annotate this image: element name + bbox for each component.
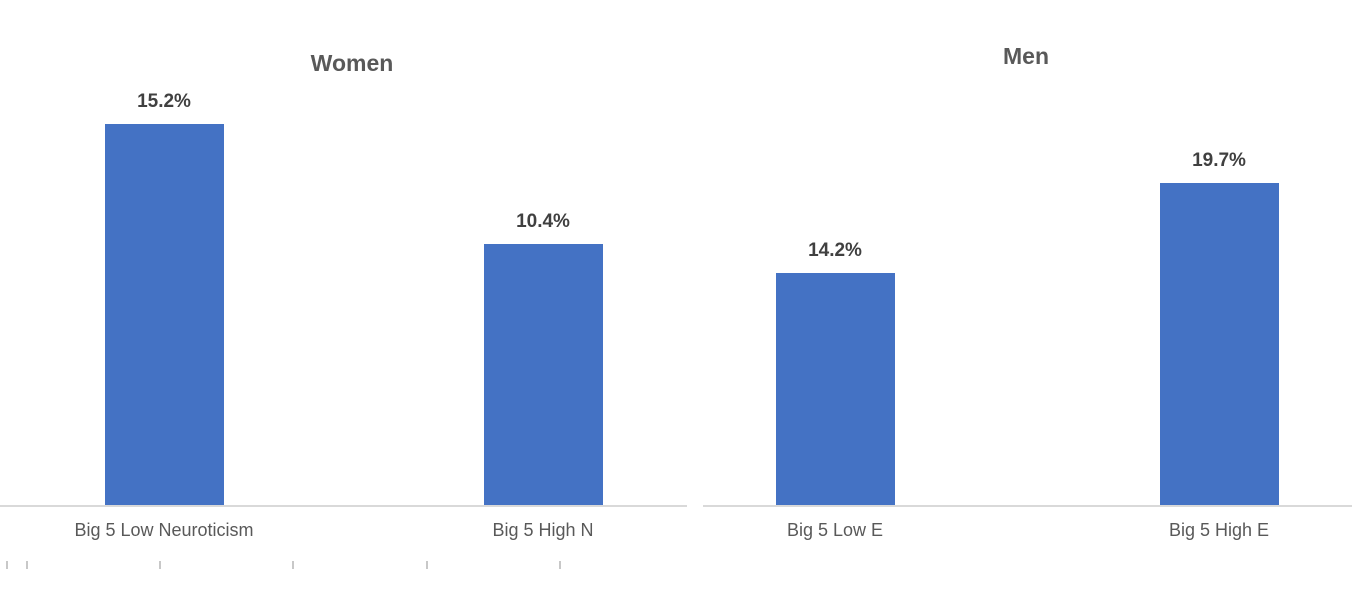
stray-tick-mark	[426, 561, 428, 569]
x-axis-line-women	[0, 505, 687, 507]
stray-tick-mark	[559, 561, 561, 569]
value-label: 15.2%	[137, 91, 191, 112]
x-axis-line-men	[703, 505, 1352, 507]
chart-title-men: Men	[1003, 43, 1049, 69]
bar	[775, 273, 895, 505]
stray-tick-mark	[292, 561, 294, 569]
category-label: Big 5 Low Neuroticism	[74, 520, 254, 540]
stray-tick-mark	[26, 561, 28, 569]
category-label: Big 5 Low E	[786, 520, 884, 540]
bar	[1159, 183, 1279, 505]
bar	[483, 244, 603, 505]
stray-tick-mark	[159, 561, 161, 569]
value-label: 10.4%	[516, 211, 570, 232]
value-label: 19.7%	[1192, 150, 1246, 171]
stray-tick-mark	[6, 561, 8, 569]
category-label: Big 5 High N	[492, 520, 594, 540]
category-label: Big 5 High E	[1168, 520, 1270, 540]
bar	[104, 124, 224, 505]
chart-title-women: Women	[310, 50, 394, 76]
value-label: 14.2%	[808, 240, 862, 261]
